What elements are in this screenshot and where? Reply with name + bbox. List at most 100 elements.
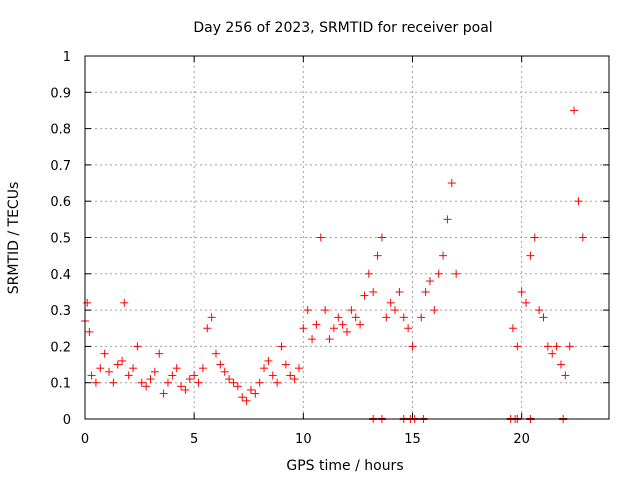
data-point	[574, 197, 583, 206]
y-tick-label: 0.1	[50, 377, 71, 392]
data-point	[198, 364, 207, 373]
data-point	[190, 371, 199, 380]
data-point	[535, 306, 544, 315]
data-point	[439, 251, 448, 260]
data-point	[561, 371, 570, 380]
data-point	[113, 360, 122, 369]
plot-frame	[84, 55, 610, 420]
data-points	[81, 106, 587, 405]
chart-title: Day 256 of 2023, SRMTID for receiver poa…	[193, 20, 492, 36]
y-tick-label: 0.7	[50, 159, 71, 174]
x-tick-label: 10	[295, 432, 312, 447]
data-point	[373, 251, 382, 260]
data-point	[334, 313, 343, 322]
data-point	[325, 335, 334, 344]
data-point	[404, 324, 413, 333]
data-point	[177, 382, 186, 391]
data-point	[133, 342, 142, 351]
data-point	[548, 349, 557, 358]
data-point	[508, 324, 517, 333]
x-tick-labels: 0 5 10 15 20	[81, 432, 530, 447]
data-point	[216, 360, 225, 369]
data-point	[225, 375, 234, 384]
data-point	[578, 233, 587, 242]
data-point	[434, 269, 443, 278]
data-point	[233, 382, 242, 391]
data-point	[417, 313, 426, 322]
data-point	[85, 327, 94, 336]
data-point	[356, 320, 365, 329]
grid	[85, 56, 609, 419]
data-point	[220, 367, 229, 376]
data-point	[391, 306, 400, 315]
data-point	[96, 364, 105, 373]
data-point	[421, 287, 430, 296]
data-point	[277, 342, 286, 351]
data-point	[347, 306, 356, 315]
y-tick-label: 0.3	[50, 304, 71, 319]
data-point	[163, 378, 172, 387]
data-point	[246, 385, 255, 394]
data-point	[530, 233, 539, 242]
data-point	[443, 215, 452, 224]
data-point	[290, 375, 299, 384]
data-point	[87, 371, 96, 380]
data-point	[212, 349, 220, 358]
data-point	[395, 287, 404, 296]
data-point	[203, 324, 212, 333]
data-point	[316, 233, 325, 242]
data-point	[452, 269, 461, 278]
data-point	[360, 291, 369, 300]
data-point	[109, 378, 118, 387]
data-point	[425, 277, 434, 286]
y-tick-label: 0.9	[50, 86, 71, 101]
data-point	[155, 349, 164, 358]
data-point	[329, 324, 338, 333]
data-point	[294, 364, 303, 373]
data-point	[543, 342, 552, 351]
data-point	[286, 371, 295, 380]
data-point	[194, 378, 203, 387]
data-point	[129, 364, 138, 373]
data-point	[552, 342, 561, 351]
data-point	[159, 389, 168, 398]
data-point	[251, 389, 260, 398]
y-tick-label: 0.5	[50, 232, 71, 247]
data-point	[308, 335, 317, 344]
x-tick-label: 0	[81, 432, 89, 447]
y-tick-label: 1	[63, 50, 71, 65]
data-point	[351, 313, 360, 322]
data-point	[364, 269, 373, 278]
x-tick-label: 5	[190, 432, 198, 447]
y-tick-label: 0.8	[50, 123, 71, 138]
data-point	[181, 385, 190, 394]
data-point	[120, 298, 129, 307]
data-point	[273, 378, 282, 387]
data-point	[238, 393, 247, 402]
data-point	[229, 378, 238, 387]
data-point	[565, 342, 574, 351]
data-point	[146, 375, 155, 384]
data-point	[430, 306, 439, 315]
data-point	[137, 378, 146, 387]
y-tick-label: 0.2	[50, 340, 71, 355]
data-point	[570, 106, 579, 115]
data-point	[338, 320, 347, 329]
data-point	[517, 287, 526, 296]
y-tick-labels: 0 0.1 0.2 0.3 0.4 0.5 0.6 0.7 0.8 0.9 1	[50, 50, 71, 428]
data-point	[539, 313, 548, 322]
y-tick-label: 0.6	[50, 195, 71, 210]
data-point	[281, 360, 290, 369]
x-tick-label: 15	[404, 432, 421, 447]
data-point	[382, 313, 391, 322]
data-point	[526, 251, 535, 260]
data-point	[447, 179, 456, 188]
y-axis-title: SRMTID / TECUs	[6, 182, 22, 295]
x-axis-title: GPS time / hours	[286, 458, 403, 474]
data-point	[377, 233, 386, 242]
data-point	[556, 360, 565, 369]
data-point	[386, 298, 395, 307]
data-point	[255, 378, 264, 387]
data-point	[260, 364, 269, 373]
data-point	[343, 327, 351, 336]
